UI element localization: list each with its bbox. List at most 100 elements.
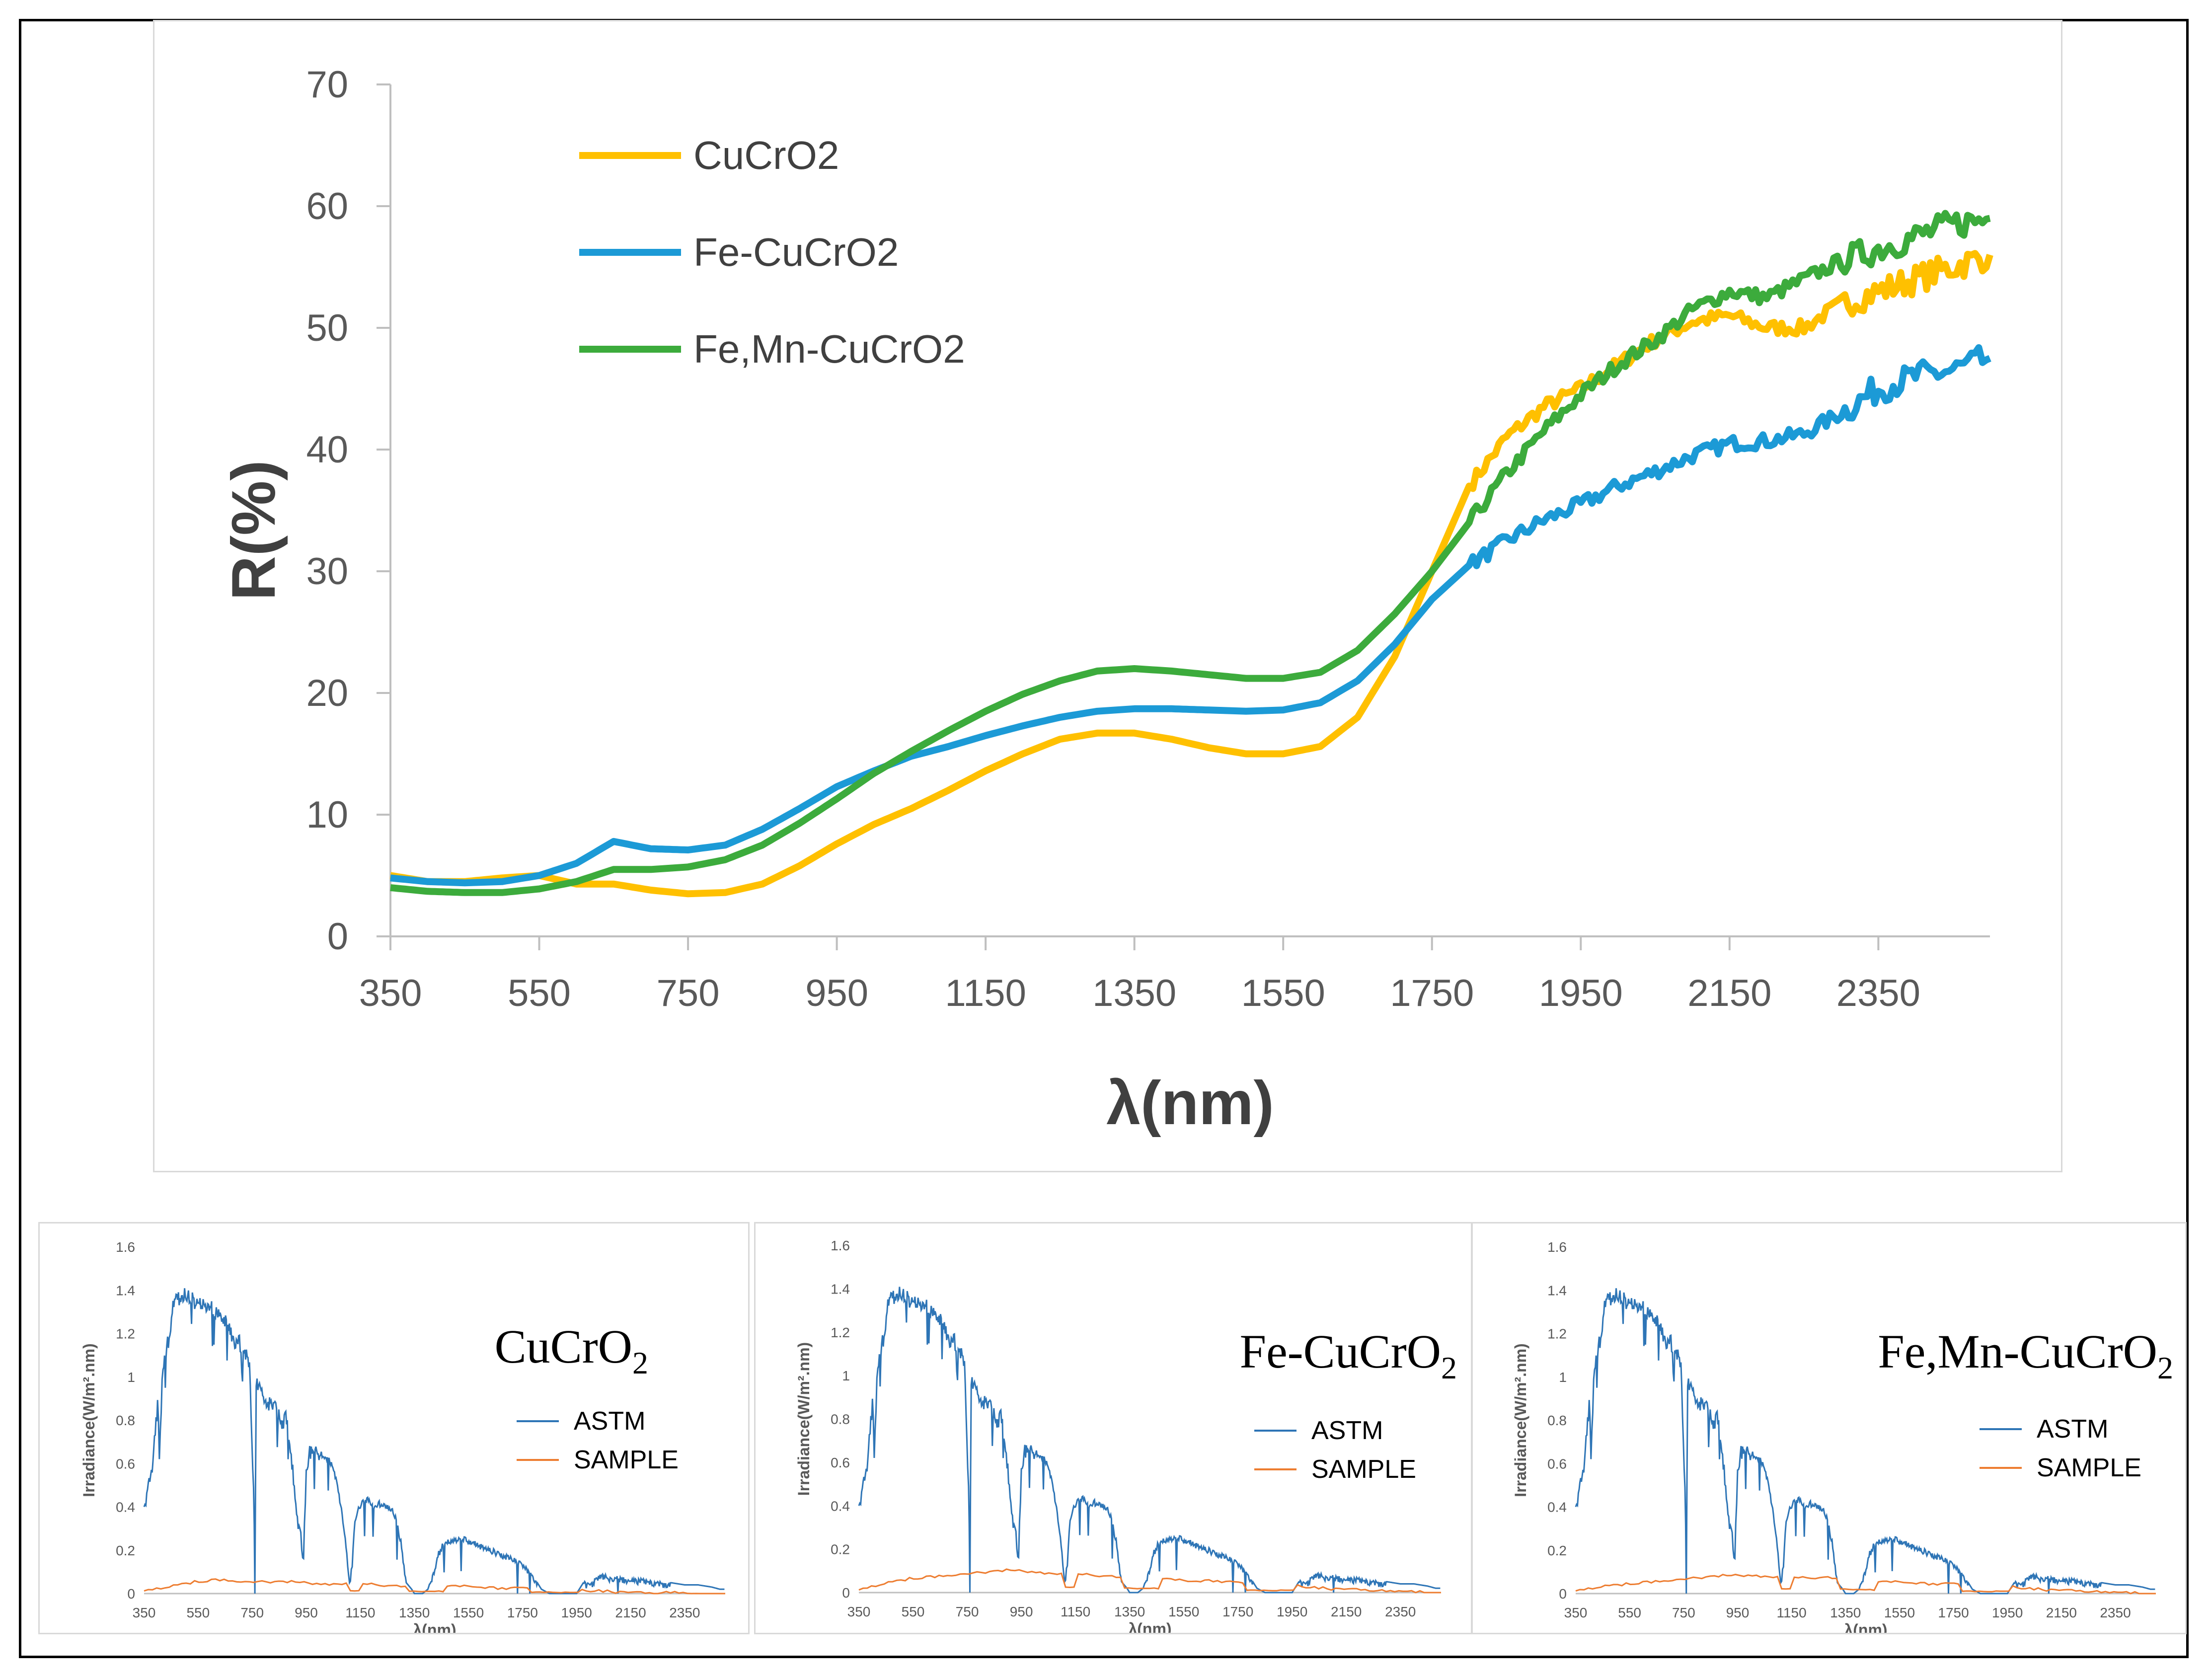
x-tick-label: 750 [1672,1605,1695,1620]
y-tick-label: 0.2 [1547,1543,1567,1558]
y-tick-label: 1.4 [116,1283,135,1298]
x-tick-label: 1950 [1539,972,1623,1014]
sample-series-line [1575,1574,2156,1595]
x-tick-label: 1350 [1830,1605,1861,1620]
y-tick-label: 0.4 [1547,1500,1567,1515]
y-tick-label: 1 [127,1370,135,1385]
y-tick-label: 0.8 [831,1412,850,1427]
x-tick-label: 1750 [1222,1604,1253,1619]
x-tick-label: 1550 [1884,1605,1915,1620]
series-line-1 [390,344,1991,887]
x-tick-label: 950 [1726,1605,1750,1620]
x-tick-label: 2150 [1331,1604,1362,1619]
x-tick-label: 1950 [1992,1605,2023,1620]
y-tick-label: 1.2 [116,1326,135,1342]
y-tick-label: 0.8 [116,1413,135,1428]
y-tick-label: 20 [306,672,348,714]
y-tick-label: 1.4 [831,1281,850,1297]
legend-label-0: ASTM [574,1407,645,1436]
x-tick-label: 1550 [1168,1604,1199,1619]
x-tick-label: 1150 [1061,1604,1090,1619]
irradiance-panel-3: 0 0.2 0.4 0.6 0.8 1 1.2 1.4 1.6 350 550 750 950 1150 1… [1471,1222,2187,1639]
x-tick-label: 1150 [945,972,1026,1014]
y-tick-label: 0.2 [831,1542,850,1557]
x-tick-label: 2350 [1836,972,1920,1014]
main-chart-panel: 0 10 20 30 40 50 60 70 350 550 750 950 1150 1350 1550 1… [153,20,2062,1172]
y-tick-label: 0.2 [116,1543,135,1558]
legend-label-0: ASTM [2037,1415,2108,1444]
x-tick-label: 1550 [1241,972,1325,1014]
x-tick-label: 2150 [615,1605,646,1620]
y-tick-label: 1.2 [831,1325,850,1340]
y-tick-label: 70 [306,64,348,106]
x-tick-label: 350 [1564,1605,1588,1620]
y-tick-label: 0.6 [1547,1456,1567,1471]
y-tick-label: 1 [842,1368,850,1383]
series-line-0 [389,250,1993,898]
y-axis-title: Irradiance(W/m².nm) [795,1342,813,1496]
x-tick-label: 950 [295,1605,318,1620]
y-tick-label: 0.6 [831,1455,850,1470]
y-tick-label: 1 [1559,1370,1567,1385]
legend-label-0: CuCrO2 [693,133,839,177]
legend-label-0: ASTM [1311,1416,1383,1445]
x-tick-label: 1150 [345,1605,375,1620]
y-tick-label: 50 [306,307,348,349]
y-tick-label: 1.6 [831,1238,850,1253]
x-axis-title: λ(nm) [413,1621,456,1633]
x-tick-label: 1750 [507,1605,538,1620]
sample-series-line [144,1578,725,1595]
irradiance-chart-femn-cucro2: 0 0.2 0.4 0.6 0.8 1 1.2 1.4 1.6 350 550 750 950 1150 1… [1512,1239,2173,1639]
x-tick-label: 1150 [1776,1605,1806,1620]
y-tick-label: 0.4 [831,1498,850,1514]
x-tick-label: 950 [1010,1604,1033,1619]
x-tick-label: 2350 [2100,1605,2131,1620]
sample-series-line [858,1568,1441,1594]
x-tick-label: 2350 [669,1605,700,1620]
y-tick-label: 60 [306,185,348,228]
x-tick-label: 1950 [561,1605,592,1620]
x-tick-label: 350 [133,1605,156,1620]
irradiance-panel-2: 0 0.2 0.4 0.6 0.8 1 1.2 1.4 1.6 350 550 750 950 1150 1… [754,1222,1472,1638]
legend-label-1: SAMPLE [1311,1455,1416,1484]
x-tick-label: 550 [1618,1605,1641,1620]
irradiance-chart-fe-cucro2: 0 0.2 0.4 0.6 0.8 1 1.2 1.4 1.6 350 550 750 950 1150 1… [795,1238,1457,1638]
legend-label-1: Fe-CuCrO2 [693,230,899,274]
y-tick-label: 0 [127,1586,135,1602]
y-tick-label: 1.6 [1547,1239,1567,1255]
x-tick-label: 950 [805,972,868,1014]
y-axis-title: Irradiance(W/m².nm) [1512,1343,1529,1497]
irradiance-panel-1: 0 0.2 0.4 0.6 0.8 1 1.2 1.4 1.6 350 550 750 950 1150 1… [38,1222,750,1639]
x-axis-title: λ(nm) [1844,1621,1887,1633]
x-axis-title: λ(nm) [1128,1620,1171,1633]
y-tick-label: 30 [306,550,348,593]
y-tick-label: 0.4 [116,1500,135,1515]
y-tick-label: 10 [306,794,348,836]
y-axis-title: R(%) [220,460,288,600]
x-tick-label: 1750 [1390,972,1474,1014]
y-tick-label: 0 [327,916,348,958]
x-tick-label: 1750 [1938,1605,1969,1620]
series-line-2 [390,210,1991,896]
x-tick-label: 1550 [453,1605,484,1620]
y-tick-label: 1.2 [1547,1326,1567,1342]
x-axis-title: λ(nm) [1106,1069,1274,1138]
x-tick-label: 750 [657,972,720,1014]
x-tick-label: 750 [240,1605,264,1620]
x-tick-label: 2150 [2046,1605,2077,1620]
x-tick-label: 1950 [1277,1604,1307,1619]
x-tick-label: 2150 [1687,972,1771,1014]
legend-label-1: SAMPLE [2037,1453,2141,1482]
sample-title: CuCrO2 [495,1320,648,1380]
x-tick-label: 1350 [1092,972,1176,1014]
y-axis-title: Irradiance(W/m².nm) [80,1343,98,1497]
x-tick-label: 350 [359,972,422,1014]
x-tick-label: 750 [956,1604,979,1619]
y-tick-label: 1.6 [116,1239,135,1255]
y-tick-label: 1.4 [1547,1283,1567,1298]
irradiance-chart-cucro2: 0 0.2 0.4 0.6 0.8 1 1.2 1.4 1.6 350 550 750 950 1150 1… [80,1239,725,1639]
legend-label-2: Fe,Mn-CuCrO2 [693,327,965,371]
x-tick-label: 1350 [399,1605,430,1620]
y-tick-label: 0.6 [116,1456,135,1471]
astm-series-line [1575,1288,2155,1595]
